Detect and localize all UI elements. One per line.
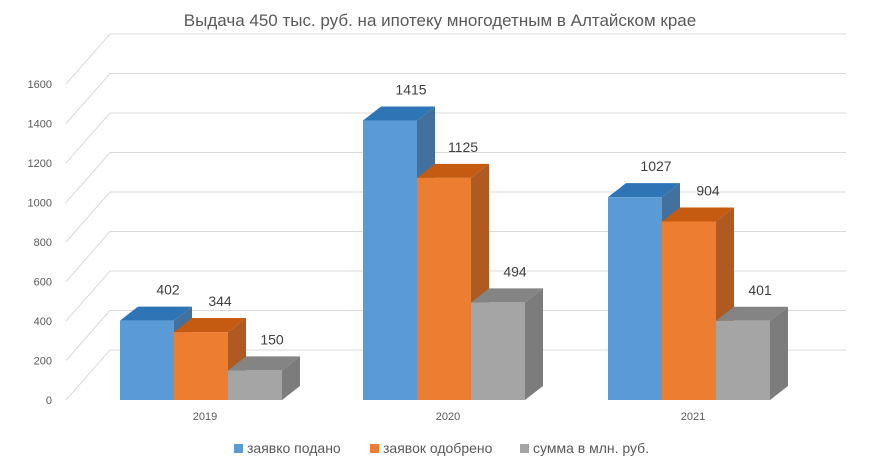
legend: заявко подано заявок одобрено сумма в млн.… [234, 440, 649, 456]
y-tick-label: 1600 [28, 79, 52, 91]
bar-front [608, 197, 662, 400]
bar-2020-series-1 [417, 163, 489, 400]
gridline-400 [65, 270, 846, 322]
legend-item-2: сумма в млн. руб. [520, 440, 649, 456]
category-label: 2020 [436, 411, 460, 423]
data-label: 150 [260, 331, 284, 347]
gridline-800 [65, 191, 846, 243]
bar-front [174, 332, 228, 400]
data-label: 402 [156, 282, 180, 298]
bars [120, 106, 788, 400]
data-label: 401 [748, 282, 772, 298]
bar-front [120, 320, 174, 400]
bar-2020-series-2 [471, 288, 543, 400]
bar-top [471, 288, 543, 303]
data-label: 494 [503, 263, 527, 279]
bar-top [608, 183, 680, 198]
data-label: 1415 [395, 82, 426, 98]
legend-item-1: заявок одобрено [370, 440, 493, 456]
legend-item-0: заявко подано [234, 440, 341, 456]
y-tick-label: 200 [34, 356, 52, 368]
y-axis-ticks: 0 200 400 600 800 1000 1200 1400 1600 [28, 79, 52, 407]
y-tick-label: 1200 [28, 158, 52, 170]
bar-top [417, 163, 489, 178]
bar-top [120, 306, 192, 321]
bar-front [363, 120, 417, 400]
legend-label: заявко подано [247, 440, 341, 456]
y-tick-label: 0 [46, 395, 52, 407]
data-labels: 402 344 150 1415 1125 494 1027 904 401 [156, 82, 772, 348]
legend-swatch [370, 444, 379, 453]
gridline-200 [65, 310, 846, 361]
grid [65, 33, 846, 401]
bar-front [228, 370, 282, 400]
y-tick-label: 800 [34, 237, 52, 249]
legend-swatch [234, 444, 243, 453]
data-label: 344 [208, 293, 232, 309]
bar-front [471, 302, 525, 400]
legend-swatch [520, 444, 529, 453]
data-label: 904 [696, 182, 720, 198]
y-tick-label: 600 [34, 277, 52, 289]
x-axis-categories: 2019 2020 2021 [193, 411, 705, 423]
bar-top [716, 306, 788, 321]
bar-front [417, 177, 471, 400]
data-label: 1125 [448, 139, 478, 155]
gridline-0 [65, 349, 846, 401]
bar-2021-series-1 [662, 207, 734, 400]
bar-front [662, 221, 716, 400]
category-label: 2021 [681, 411, 705, 423]
gridline-1000 [65, 152, 846, 203]
bar-top [228, 356, 300, 371]
bar-front [716, 320, 770, 400]
bar-top [662, 207, 734, 222]
bar-side [282, 356, 300, 400]
chart-title: Выдача 450 тыс. руб. на ипотеку многодет… [184, 11, 696, 30]
bar-side [525, 288, 543, 400]
bar-top [363, 106, 435, 121]
legend-label: заявок одобрено [383, 440, 493, 456]
bar-side [770, 306, 788, 400]
category-label: 2019 [193, 411, 217, 423]
legend-label: сумма в млн. руб. [533, 440, 649, 456]
y-tick-label: 1400 [28, 119, 52, 131]
y-tick-label: 400 [34, 316, 52, 328]
data-label: 1027 [640, 158, 671, 174]
y-tick-label: 1000 [28, 198, 52, 210]
gridline-1200 [65, 112, 846, 164]
bar-top [174, 318, 246, 333]
gridline-600 [65, 231, 846, 282]
bar-2019-series-2 [228, 356, 300, 400]
bar-2021-series-2 [716, 306, 788, 400]
gridline-1600 [65, 33, 846, 85]
gridline-1400 [65, 73, 846, 124]
